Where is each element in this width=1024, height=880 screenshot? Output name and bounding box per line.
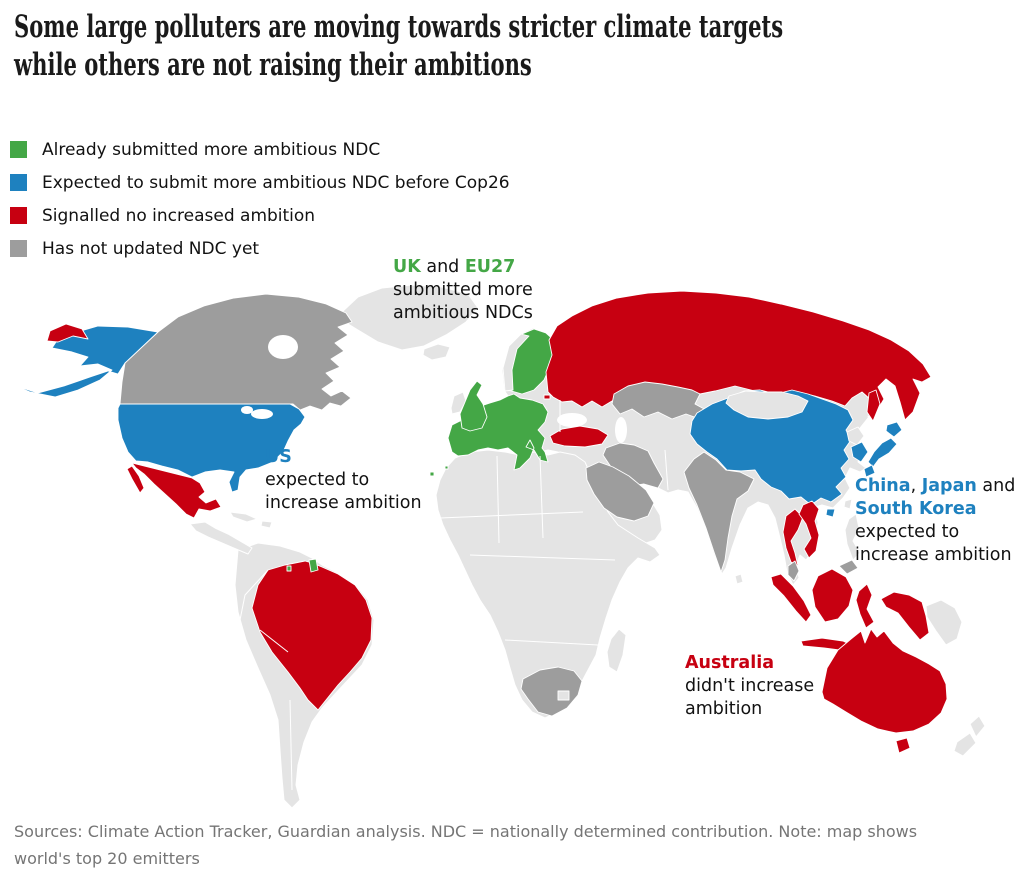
legend-swatch-green bbox=[10, 141, 27, 158]
country-cuba bbox=[229, 511, 258, 523]
legend-swatch-gray bbox=[10, 240, 27, 257]
landmass-africa bbox=[435, 449, 661, 719]
legend-item-expected: Expected to submit more ambitious NDC be… bbox=[10, 166, 510, 199]
country-vietnam bbox=[798, 500, 820, 559]
legend-label: Has not updated NDC yet bbox=[42, 238, 260, 259]
country-australia bbox=[821, 628, 948, 734]
source-note: Sources: Climate Action Tracker, Guardia… bbox=[14, 818, 917, 872]
border-africa-1 bbox=[496, 455, 500, 544]
great-lakes bbox=[251, 409, 273, 419]
country-norway bbox=[502, 333, 530, 392]
legend-item-not-updated: Has not updated NDC yet bbox=[10, 232, 510, 265]
country-mongolia bbox=[725, 390, 809, 420]
legend-label: Expected to submit more ambitious NDC be… bbox=[42, 172, 510, 193]
border-africa-2 bbox=[539, 455, 544, 539]
border-africa-3 bbox=[439, 511, 584, 519]
country-us bbox=[117, 403, 306, 493]
country-malaysia-borneo bbox=[838, 559, 859, 575]
country-north-korea bbox=[846, 426, 865, 446]
country-tasmania bbox=[895, 737, 911, 754]
country-malaysia-peninsula bbox=[787, 560, 800, 582]
country-south-africa bbox=[520, 666, 583, 717]
country-canada bbox=[119, 293, 353, 411]
country-hispaniola bbox=[260, 520, 273, 529]
country-indonesia-papua bbox=[880, 591, 930, 641]
great-lakes-2 bbox=[241, 406, 253, 414]
country-mexico-baja bbox=[126, 465, 145, 494]
legend-label: Already submitted more ambitious NDC bbox=[42, 139, 381, 160]
country-indonesia-sumatra bbox=[770, 573, 812, 623]
legend-item-submitted: Already submitted more ambitious NDC bbox=[10, 133, 510, 166]
page-title-line2: while others are not raising their ambit… bbox=[14, 47, 532, 83]
us-annotation: US expected to increase ambition bbox=[265, 447, 422, 513]
country-papua-new-guinea bbox=[925, 599, 963, 646]
country-indonesia-sulawesi bbox=[855, 583, 875, 629]
country-indonesia-borneo bbox=[811, 568, 854, 623]
border-sam-3 bbox=[259, 629, 289, 653]
legend-swatch-red bbox=[10, 207, 27, 224]
country-uk bbox=[459, 380, 488, 432]
border-sam-2 bbox=[289, 699, 293, 791]
country-japan-kyushu bbox=[863, 464, 876, 478]
country-sri-lanka bbox=[734, 573, 744, 585]
page-title-line1: Some large polluters are moving towards … bbox=[14, 9, 784, 45]
country-russia-sakhalin bbox=[866, 389, 881, 422]
country-turkey bbox=[549, 425, 609, 448]
legend-label: Signalled no increased ambition bbox=[42, 205, 316, 226]
black-sea bbox=[557, 413, 587, 427]
legend: Already submitted more ambitious NDC Exp… bbox=[10, 133, 510, 265]
country-india bbox=[683, 451, 755, 573]
country-french-territories bbox=[286, 465, 449, 572]
country-south-korea bbox=[850, 441, 869, 463]
legend-item-no-increase: Signalled no increased ambition bbox=[10, 199, 510, 232]
country-china bbox=[689, 389, 854, 506]
country-new-zealand-north bbox=[969, 715, 986, 738]
country-iceland bbox=[422, 343, 451, 361]
border-asia-1 bbox=[664, 449, 669, 491]
country-new-zealand-south bbox=[953, 732, 977, 757]
internal-borders bbox=[239, 400, 669, 791]
hudson-bay bbox=[268, 335, 298, 359]
eu-annotation: UK and EU27 submitted more ambitious NDCs bbox=[393, 257, 533, 323]
caspian-sea bbox=[615, 417, 627, 443]
country-russia-kaliningrad bbox=[543, 394, 551, 400]
country-philippines bbox=[844, 513, 861, 561]
source-note-line2: world's top 20 emitters bbox=[14, 849, 200, 868]
border-africa-4 bbox=[469, 554, 616, 561]
country-central-america bbox=[189, 521, 253, 555]
country-french-guiana bbox=[308, 558, 319, 573]
country-greenland bbox=[341, 284, 479, 351]
seas-and-lakes bbox=[241, 335, 627, 443]
country-russia-chukotka bbox=[46, 323, 89, 343]
border-africa-5 bbox=[504, 639, 599, 646]
country-japan-hokkaido bbox=[885, 421, 903, 438]
country-saudi-arabia bbox=[585, 461, 655, 522]
border-sam-1 bbox=[239, 569, 269, 621]
country-overlays bbox=[15, 290, 948, 754]
asia-annotation: China, Japan and South Korea expected to in… bbox=[855, 476, 1016, 565]
source-note-line1: Sources: Climate Action Tracker, Guardia… bbox=[14, 822, 918, 841]
page-title: Some large polluters are moving towards … bbox=[14, 8, 1024, 84]
country-brazil bbox=[251, 560, 373, 711]
country-china-hainan bbox=[825, 508, 836, 518]
country-madagascar bbox=[606, 628, 627, 673]
australia-annotation: Australia didn't increase ambition bbox=[685, 653, 815, 719]
country-mexico bbox=[131, 462, 222, 519]
country-taiwan bbox=[843, 498, 853, 510]
country-japan-honshu bbox=[867, 437, 898, 468]
legend-swatch-blue bbox=[10, 174, 27, 191]
